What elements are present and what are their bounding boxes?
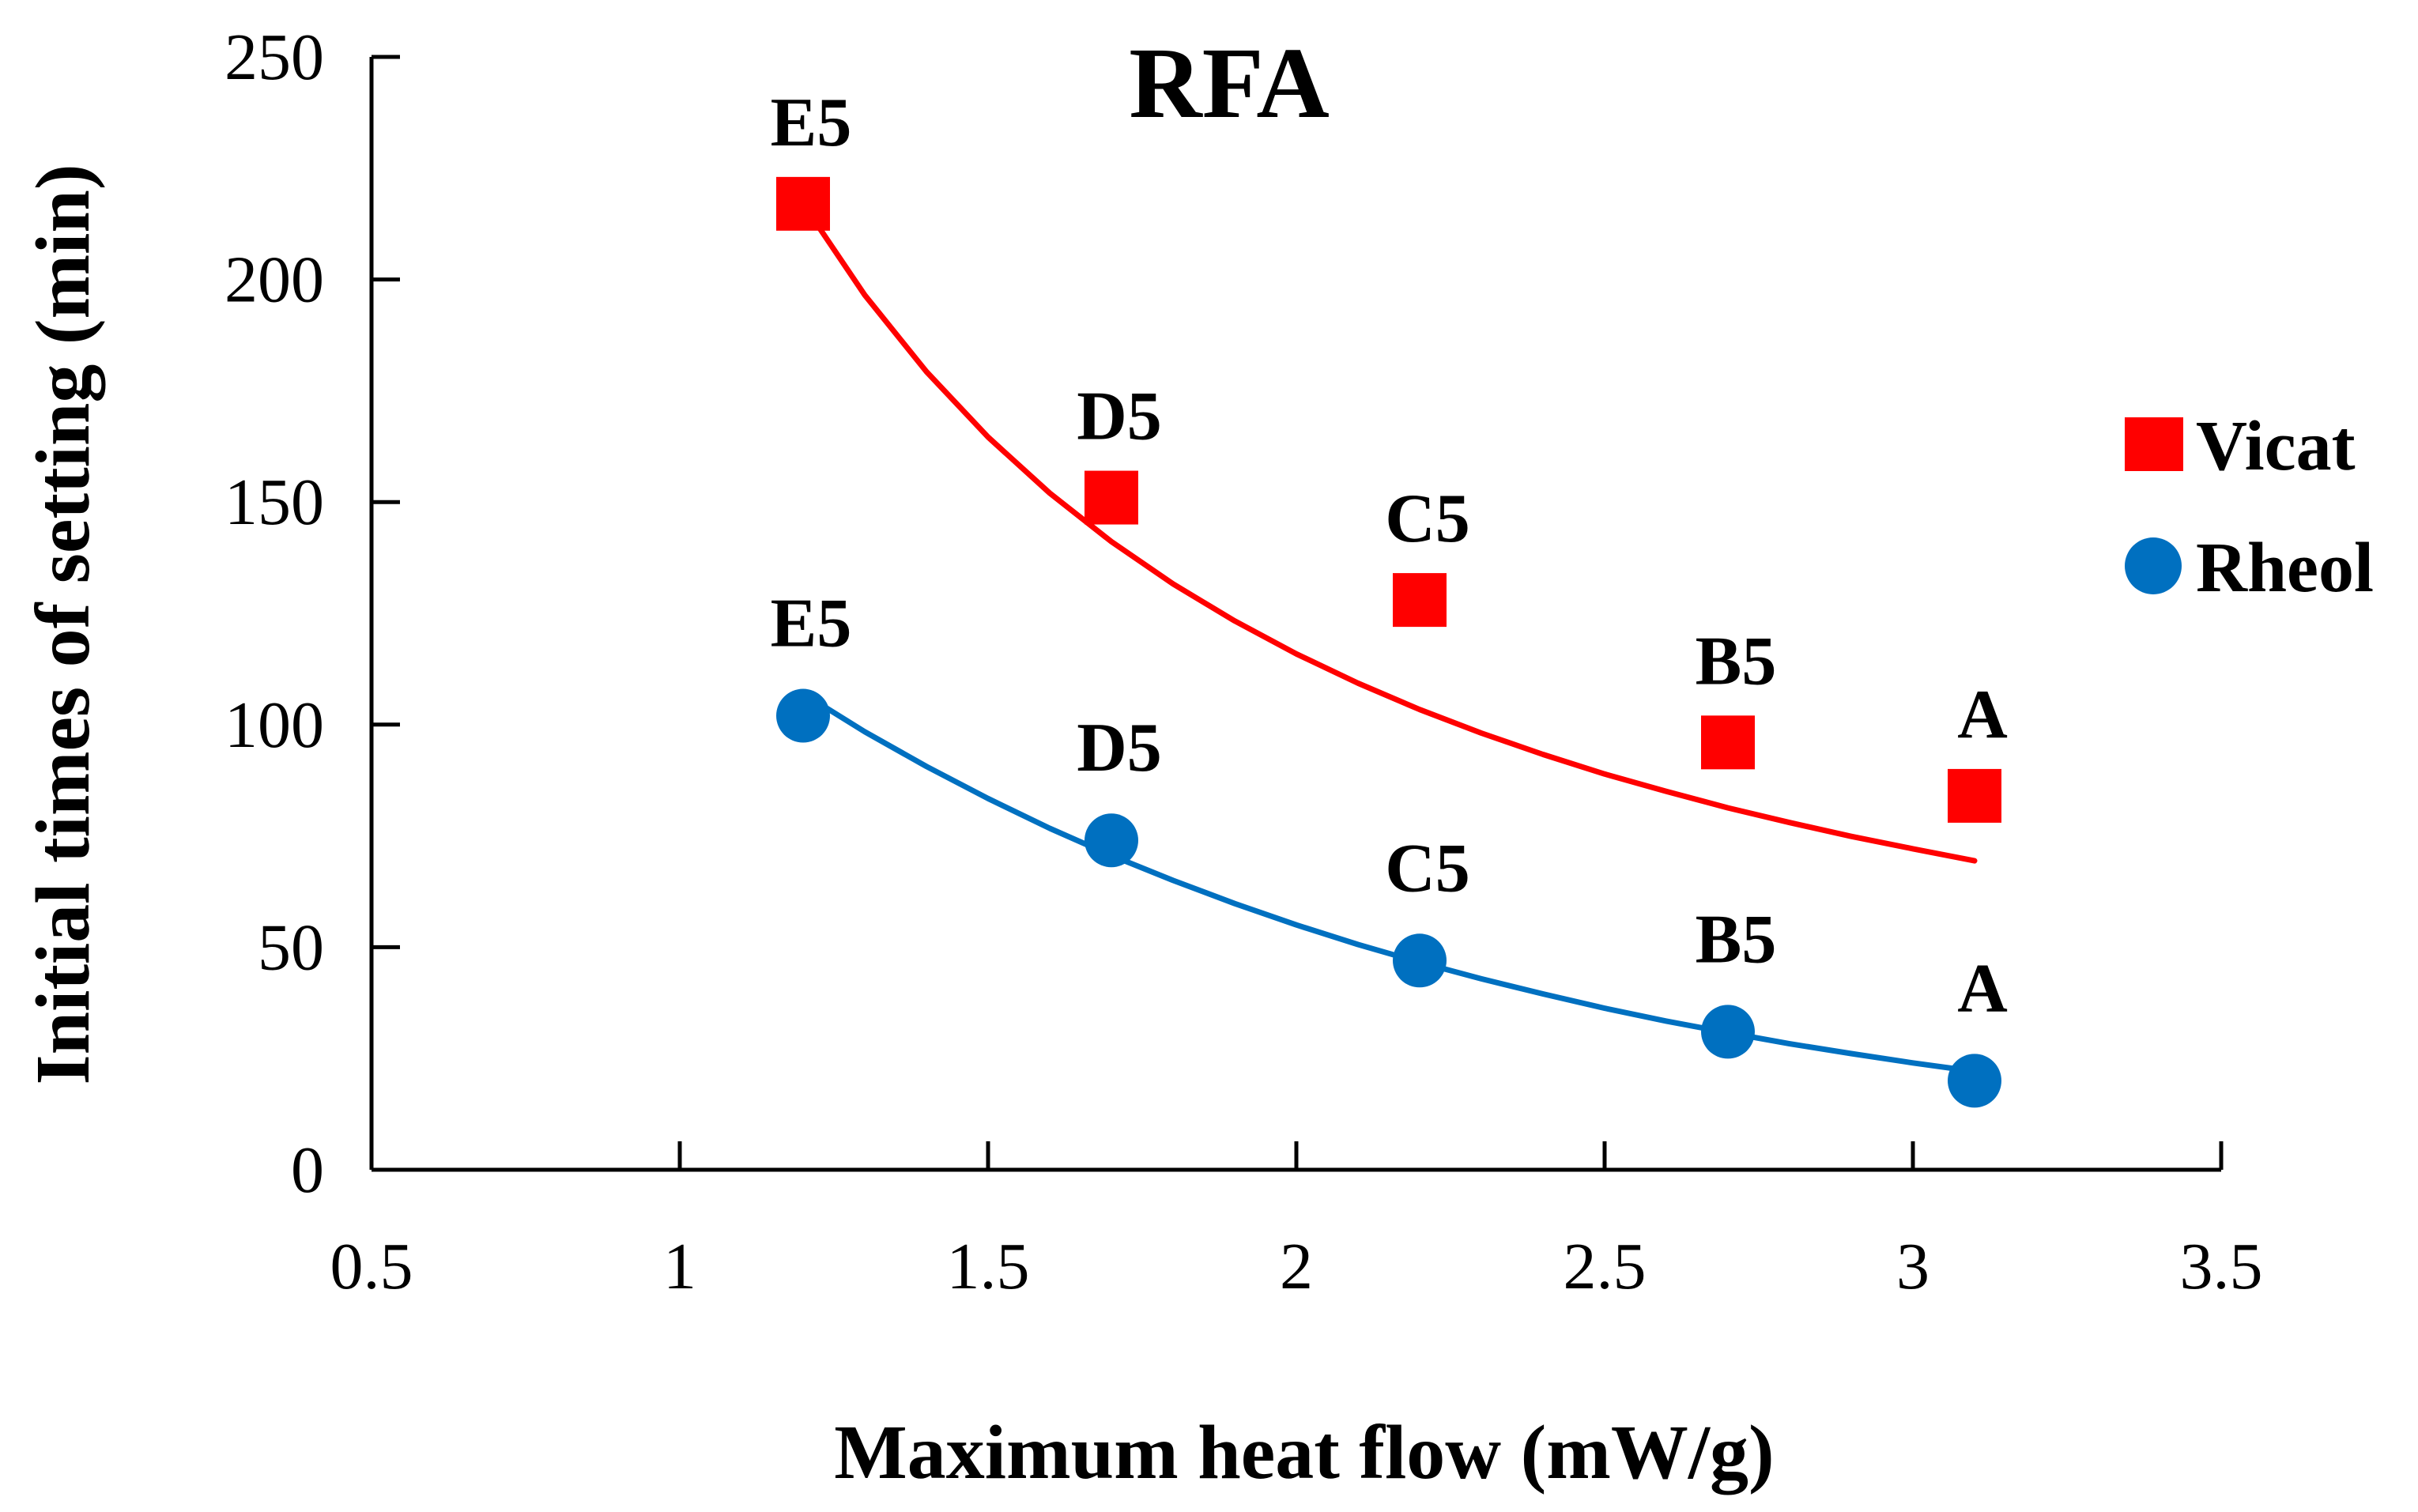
data-point-vicat <box>1701 715 1755 770</box>
legend-label-vicat: Vicat <box>2196 407 2356 485</box>
y-axis-title: Initial times of setting (min) <box>21 164 106 1085</box>
axes-layer: 0 50 100 150 200 250 0.5 1 1.5 2 2.5 3 3.5 <box>224 21 2263 1303</box>
x-tick-label: 3.5 <box>2180 1230 2263 1303</box>
point-label-vicat: E5 <box>771 85 852 161</box>
data-point-vicat <box>776 176 830 231</box>
marker-layer <box>776 176 2001 1108</box>
x-tick-label: 0.5 <box>330 1230 413 1303</box>
x-axis-title: Maximum heat flow (mW/g) <box>834 1410 1774 1495</box>
point-label-vicat: C5 <box>1385 481 1470 557</box>
point-label-vicat: B5 <box>1696 623 1777 699</box>
x-tick-label: 3 <box>1896 1230 1929 1303</box>
legend: Vicat Rheol <box>2125 407 2374 607</box>
point-label-rheol: B5 <box>1696 901 1777 978</box>
y-tick-label: 250 <box>224 21 324 94</box>
x-tick-label: 1.5 <box>947 1230 1030 1303</box>
data-point-vicat <box>1085 470 1138 525</box>
trendline-vicat <box>800 201 1978 864</box>
point-label-rheol: A <box>1957 950 2008 1027</box>
legend-swatch-vicat <box>2125 417 2183 471</box>
point-label-vicat: A <box>1957 677 2008 753</box>
data-point-vicat <box>1948 768 2001 823</box>
x-tick-label: 1 <box>663 1230 696 1303</box>
point-label-rheol: E5 <box>771 586 852 662</box>
y-tick-label: 150 <box>224 466 324 539</box>
point-label-rheol: D5 <box>1077 710 1162 786</box>
y-tick-label: 50 <box>258 911 324 984</box>
y-tick-label: 0 <box>291 1133 324 1207</box>
x-tick-label: 2 <box>1280 1230 1313 1303</box>
data-point-vicat <box>1393 573 1447 628</box>
trendline-layer <box>800 201 1978 1074</box>
legend-label-rheol: Rheol <box>2196 529 2374 607</box>
point-label-vicat: D5 <box>1077 379 1162 455</box>
x-tick-label: 2.5 <box>1564 1230 1647 1303</box>
trendline-rheol <box>800 690 1978 1074</box>
data-point-rheol <box>1393 933 1447 988</box>
data-point-rheol <box>1948 1054 2001 1108</box>
data-point-rheol <box>1085 813 1138 868</box>
data-point-rheol <box>1701 1005 1755 1059</box>
y-tick-label: 100 <box>224 688 324 762</box>
point-label-rheol: C5 <box>1385 830 1470 907</box>
point-label-layer: E5 D5 C5 B5 A E5 D5 C5 B5 A <box>771 85 2008 1027</box>
data-point-rheol <box>776 688 830 743</box>
chart-title: RFA <box>1129 27 1330 139</box>
y-tick-label: 200 <box>224 243 324 317</box>
legend-swatch-rheol <box>2125 537 2182 594</box>
